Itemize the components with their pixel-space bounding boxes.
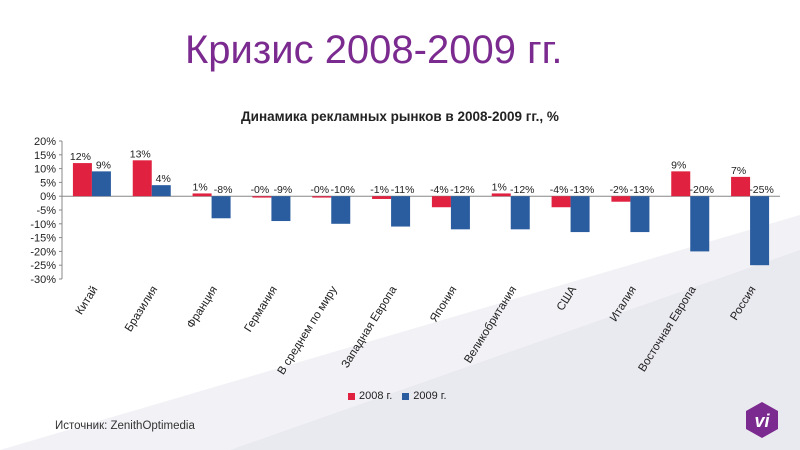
bar-chart: 20%15%10%5%0%-5%-10%-15%-20%-25%-30%12%9… [30, 136, 780, 377]
legend-item-2008: 2008 г. [348, 390, 392, 402]
y-tick-label: 5% [40, 177, 56, 189]
data-label-2008: 9% [671, 159, 686, 171]
y-tick-label: 0% [40, 191, 56, 203]
legend-label-2008: 2008 г. [359, 390, 393, 402]
y-tick-label: 20% [34, 136, 56, 148]
bar-2009 [450, 196, 470, 230]
data-label-2008: -2% [610, 184, 629, 196]
source-note: Источник: ZenithOptimedia [55, 420, 195, 432]
bar-2008 [312, 196, 332, 198]
bar-2009 [510, 196, 530, 230]
y-tick-label: -15% [30, 233, 56, 245]
category-label: Западная Европа [340, 284, 400, 371]
category-label: Германия [242, 284, 280, 334]
y-tick-label: -5% [36, 205, 56, 217]
category-label: В среднем по миру [276, 284, 340, 377]
data-label-2009: 9% [96, 159, 111, 171]
data-label-2008: -1% [370, 184, 389, 196]
category-label: Италия [608, 284, 639, 324]
category-label: США [555, 284, 579, 313]
y-tick-label: -25% [30, 260, 56, 272]
legend-swatch-2009 [402, 392, 410, 400]
data-label-2009: -8% [214, 184, 233, 196]
y-tick-label: 15% [34, 150, 56, 162]
bar-2008 [611, 196, 631, 202]
category-label: Франция [185, 284, 220, 330]
data-label-2008: 1% [492, 181, 507, 193]
data-label-2009: -13% [570, 184, 595, 196]
bar-2008 [731, 176, 751, 197]
data-label-2009: -13% [630, 184, 655, 196]
chart-title: Динамика рекламных рынков в 2008-2009 гг… [241, 109, 559, 124]
bar-2008 [551, 196, 571, 208]
bar-2008 [671, 171, 691, 197]
bar-2008 [431, 196, 451, 208]
bar-2008 [491, 193, 511, 197]
y-tick-label: -20% [30, 246, 56, 258]
data-label-2008: -4% [430, 184, 449, 196]
category-label: Япония [428, 284, 459, 324]
bar-2009 [630, 196, 650, 233]
bar-2009 [391, 196, 411, 227]
bar-2008 [132, 160, 152, 197]
legend-item-2009: 2009 г. [402, 390, 447, 402]
bar-2009 [91, 171, 111, 197]
bar-2009 [211, 196, 231, 219]
bar-2008 [192, 193, 212, 197]
svg-text:vi: vi [754, 411, 770, 431]
bar-2009 [750, 196, 770, 266]
bar-2009 [271, 196, 291, 222]
bar-2009 [570, 196, 590, 233]
legend-swatch-2008 [348, 392, 355, 400]
bar-2008 [372, 196, 392, 199]
category-label: Китай [74, 284, 101, 317]
bar-2009 [690, 196, 710, 252]
y-tick-label: -10% [30, 219, 56, 231]
chart-legend: 2008 г. 2009 г. [348, 390, 447, 402]
data-label-2009: -12% [510, 184, 535, 196]
bar-2009 [151, 185, 171, 197]
bar-2008 [252, 196, 272, 198]
data-label-2009: -20% [689, 184, 714, 196]
y-tick-label: 10% [34, 164, 56, 176]
category-label: Бразилия [123, 284, 160, 334]
category-label: Великобритания [462, 284, 519, 365]
legend-label-2009: 2009 г. [413, 390, 447, 402]
data-label-2009: 4% [156, 173, 171, 185]
data-label-2009: -12% [450, 184, 475, 196]
category-label: Восточная Европа [636, 284, 699, 374]
data-label-2009: -9% [274, 184, 293, 196]
vi-logo: vi [746, 402, 778, 438]
data-label-2008: 13% [130, 148, 151, 160]
y-tick-label: -30% [30, 274, 56, 286]
bar-2009 [331, 196, 351, 224]
data-label-2008: 1% [192, 181, 207, 193]
slide-title: Кризис 2008-2009 гг. [185, 28, 563, 72]
data-label-2008: 7% [731, 165, 746, 177]
data-label-2008: -0% [251, 184, 270, 196]
data-label-2008: -0% [310, 184, 329, 196]
data-label-2008: -4% [550, 184, 569, 196]
data-label-2009: -10% [330, 184, 355, 196]
data-label-2008: 12% [70, 151, 91, 163]
data-label-2009: -25% [749, 184, 774, 196]
data-label-2009: -11% [391, 184, 415, 196]
bar-2008 [72, 163, 92, 197]
category-label: Россия [728, 284, 758, 322]
